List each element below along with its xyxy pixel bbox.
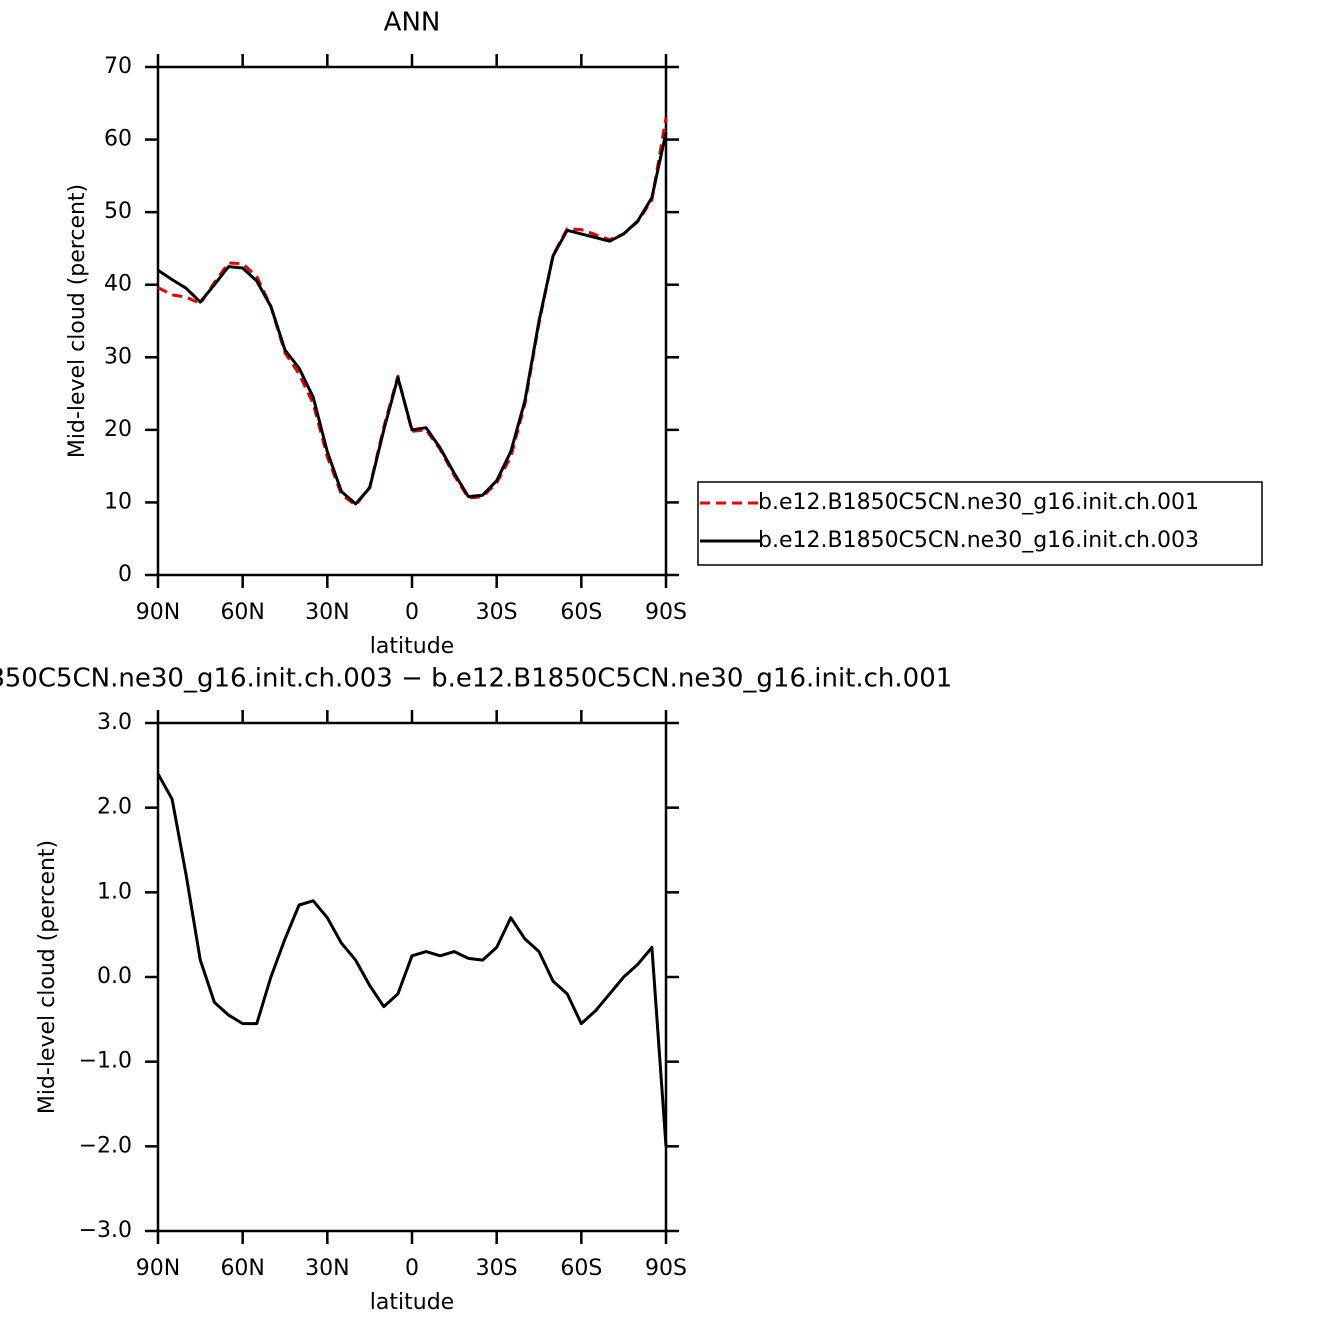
x-tick-label: 90N (136, 600, 180, 625)
x-tick-label: 90S (645, 1256, 687, 1281)
y-tick-label: 0 (118, 562, 132, 587)
y-axis-label: Mid-level cloud (percent) (65, 184, 90, 458)
y-tick-label: 70 (104, 54, 132, 79)
x-tick-label: 30N (305, 600, 349, 625)
x-tick-label: 30N (305, 1256, 349, 1281)
y-tick-label: 3.0 (97, 710, 132, 735)
y-tick-label: 30 (104, 344, 132, 369)
y-tick-label: 20 (104, 417, 132, 442)
y-tick-label: −1.0 (79, 1049, 132, 1074)
y-tick-label: 10 (104, 489, 132, 514)
legend-label: b.e12.B1850C5CN.ne30_g16.init.ch.003 (758, 528, 1199, 553)
y-tick-label: 1.0 (97, 879, 132, 904)
data-line (157, 117, 668, 507)
x-tick-label: 30S (476, 1256, 518, 1281)
plot-frame (156, 65, 668, 577)
x-axis-label: latitude (370, 1290, 454, 1315)
legend-label: b.e12.B1850C5CN.ne30_g16.init.ch.001 (758, 490, 1199, 515)
x-tick-label: 60S (560, 1256, 602, 1281)
legend-box (697, 481, 1263, 566)
y-tick-label: 60 (104, 127, 132, 152)
x-tick-label: 60N (220, 600, 264, 625)
x-axis-label: latitude (370, 634, 454, 659)
y-tick-label: 40 (104, 272, 132, 297)
x-tick-label: 0 (405, 600, 419, 625)
x-tick-label: 90S (645, 600, 687, 625)
x-tick-label: 30S (476, 600, 518, 625)
y-tick-label: −2.0 (79, 1133, 132, 1158)
plot-frame (156, 721, 668, 1233)
y-tick-label: −3.0 (79, 1218, 132, 1243)
y-tick-label: 0.0 (97, 964, 132, 989)
chart-title: ANN (384, 8, 441, 38)
y-tick-label: 2.0 (97, 795, 132, 820)
x-tick-label: 0 (405, 1256, 419, 1281)
data-line (157, 131, 668, 506)
data-line (156, 773, 668, 1147)
x-tick-label: 60N (220, 1256, 264, 1281)
x-tick-label: 90N (136, 1256, 180, 1281)
chart-title: b.e12.B1850C5CN.ne30_g16.init.ch.003 − b… (0, 664, 952, 694)
y-tick-label: 50 (104, 199, 132, 224)
x-tick-label: 60S (560, 600, 602, 625)
y-axis-label: Mid-level cloud (percent) (35, 840, 60, 1114)
